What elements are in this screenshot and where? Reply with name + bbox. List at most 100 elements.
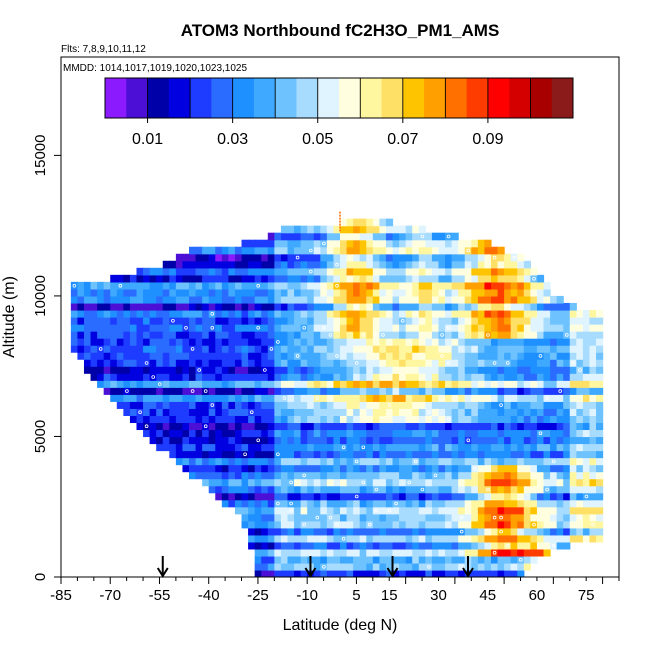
heatmap-cell [313,246,321,255]
heatmap-cell [550,527,558,536]
heatmap-cell [385,562,394,571]
heatmap-cell [97,309,105,318]
heatmap-cell [208,295,216,304]
heatmap-cell [366,506,374,515]
sample-dot [335,283,339,288]
heatmap-cell [287,387,295,395]
heatmap-cell [445,317,453,325]
heatmap-cell [412,394,420,402]
heatmap-cell [307,345,315,353]
heatmap-cell [254,317,262,325]
heatmap-cell [90,373,98,381]
heatmap-cell [379,457,387,466]
heatmap-cell [563,359,571,367]
heatmap-cell [425,295,433,304]
heatmap-cell [392,506,400,515]
heatmap-cell [484,513,492,522]
heatmap-cell [366,569,374,577]
heatmap-cell [300,513,308,522]
heatmap-cell [563,401,571,409]
heatmap-cell [589,457,597,466]
heatmap-cell [162,338,170,346]
heatmap-cell [261,478,269,487]
heatmap-cell [353,239,361,248]
sample-dot [190,347,195,351]
heatmap-cell [372,471,380,480]
heatmap-cell [425,457,433,466]
heatmap-cell [510,450,518,459]
heatmap-cell [556,302,564,311]
heatmap-cell [569,443,577,452]
heatmap-cell [385,373,394,381]
heatmap-cell [497,415,505,424]
sample-dot [158,382,162,386]
heatmap-cell [418,541,426,550]
sample-dot [354,494,359,499]
heatmap-cell [208,359,216,367]
heatmap-cell [589,422,597,431]
heatmap-cell [445,464,453,473]
heatmap-cell [182,415,190,424]
heatmap-cell [517,478,525,487]
heatmap-cell [162,274,170,283]
heatmap-cell [490,401,499,409]
y-tick-label: 5000 [32,420,49,453]
heatmap-cell [385,309,394,318]
heatmap-cell [372,295,380,304]
heatmap-cell [241,380,249,388]
heatmap-cell [123,366,131,374]
heatmap-cell [156,295,164,304]
heatmap-cell [208,401,216,409]
heatmap-cell [399,436,407,445]
heatmap-cell [399,246,407,255]
heatmap-cell [405,485,413,494]
heatmap-cell [536,548,545,557]
heatmap-cell [221,478,229,487]
heatmap-cell [451,331,459,339]
heatmap-cell [359,260,367,269]
heatmap-cell [517,443,525,452]
heatmap-cell [202,366,210,374]
heatmap-cell [399,401,407,409]
heatmap-cell [300,548,308,557]
colorbar-swatch [530,78,553,118]
heatmap-cell [484,471,492,480]
heatmap-cell [582,373,591,381]
heatmap-cell [254,562,262,571]
sample-dot [446,361,451,365]
heatmap-cell [425,569,433,577]
heatmap-cell [379,429,387,438]
heatmap-cell [156,288,164,297]
heatmap-cell [431,274,440,283]
heatmap-cell [372,485,380,494]
heatmap-cell [497,267,505,276]
heatmap-cell [379,443,387,452]
heatmap-cell [596,352,604,360]
heatmap-cell [530,345,538,353]
heatmap-cell [366,499,374,508]
heatmap-cell [195,422,203,431]
heatmap-cell [202,274,210,283]
heatmap-cell [228,387,236,395]
heatmap-cell [425,253,433,262]
heatmap-cell [346,436,354,445]
heatmap-cell [392,225,400,234]
heatmap-cell [340,485,348,494]
heatmap-cell [287,260,295,269]
heatmap-cell [110,309,118,318]
heatmap-cell [366,295,374,304]
heatmap-cell [189,302,197,311]
heatmap-cell [550,338,558,346]
sample-dot [518,557,523,562]
colorbar-swatch [232,78,255,118]
heatmap-cell [340,359,348,367]
heatmap-cell [385,478,394,487]
heatmap-cell [418,408,426,416]
heatmap-cell [175,380,184,388]
heatmap-cell [287,408,295,416]
heatmap-cell [399,295,407,304]
heatmap-cell [234,253,243,262]
heatmap-cell [287,562,295,571]
heatmap-cell [464,520,472,529]
heatmap-cell [438,450,446,459]
